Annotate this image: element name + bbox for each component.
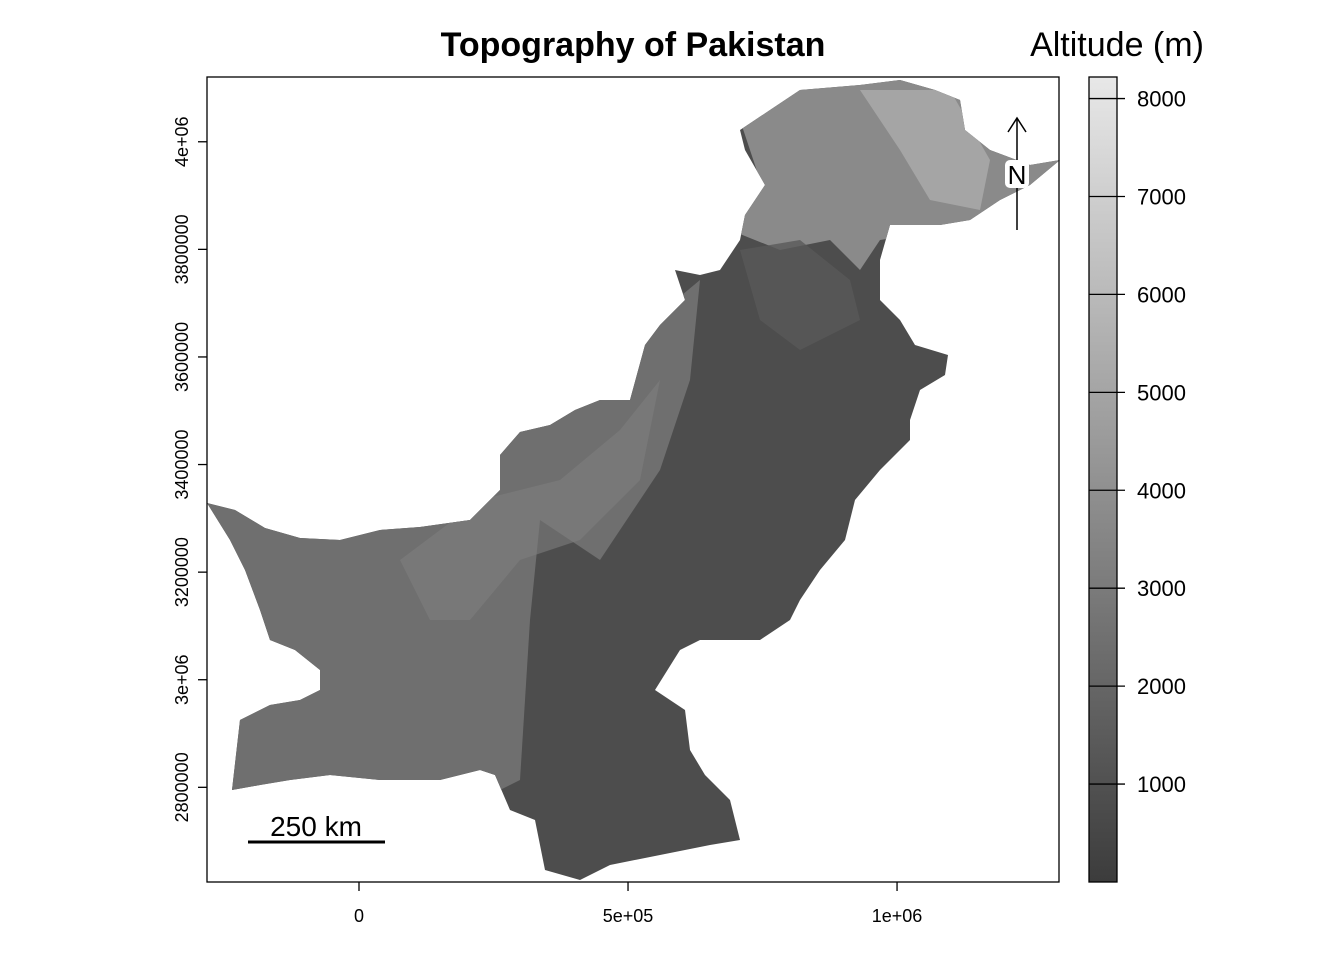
north-arrow-head <box>1007 116 1027 133</box>
north-label: N <box>1008 160 1027 190</box>
map-raster <box>207 80 1060 880</box>
x-tick-label: 5e+05 <box>603 906 654 926</box>
north-label-bg <box>1005 160 1029 188</box>
colorbar-tick-label: 7000 <box>1137 184 1186 209</box>
y-tick-label: 3800000 <box>172 214 192 284</box>
colorbar-title: Altitude (m) <box>1030 26 1204 64</box>
y-tick-label: 2800000 <box>172 752 192 822</box>
colorbar-tick-label: 1000 <box>1137 772 1186 797</box>
y-tick-label: 3400000 <box>172 430 192 500</box>
colorbar-tick-label: 8000 <box>1137 87 1186 112</box>
y-tick-label: 4e+06 <box>172 116 192 167</box>
colorbar-tick-label: 6000 <box>1137 282 1186 307</box>
colorbar <box>1088 76 1118 883</box>
colorbar-tick-label: 3000 <box>1137 576 1186 601</box>
colorbar-tick-label: 4000 <box>1137 478 1186 503</box>
x-tick-label: 1e+06 <box>872 906 923 926</box>
y-tick-label: 3200000 <box>172 537 192 607</box>
chart-title: Topography of Pakistan <box>441 26 826 64</box>
y-tick-label: 3e+06 <box>172 654 192 705</box>
scale-bar-label: 250 km <box>270 811 362 842</box>
y-tick-label: 3600000 <box>172 322 192 392</box>
x-tick-label: 0 <box>354 906 364 926</box>
plot-frame <box>206 76 1060 883</box>
colorbar-tick-label: 5000 <box>1137 380 1186 405</box>
colorbar-tick-label: 2000 <box>1137 674 1186 699</box>
